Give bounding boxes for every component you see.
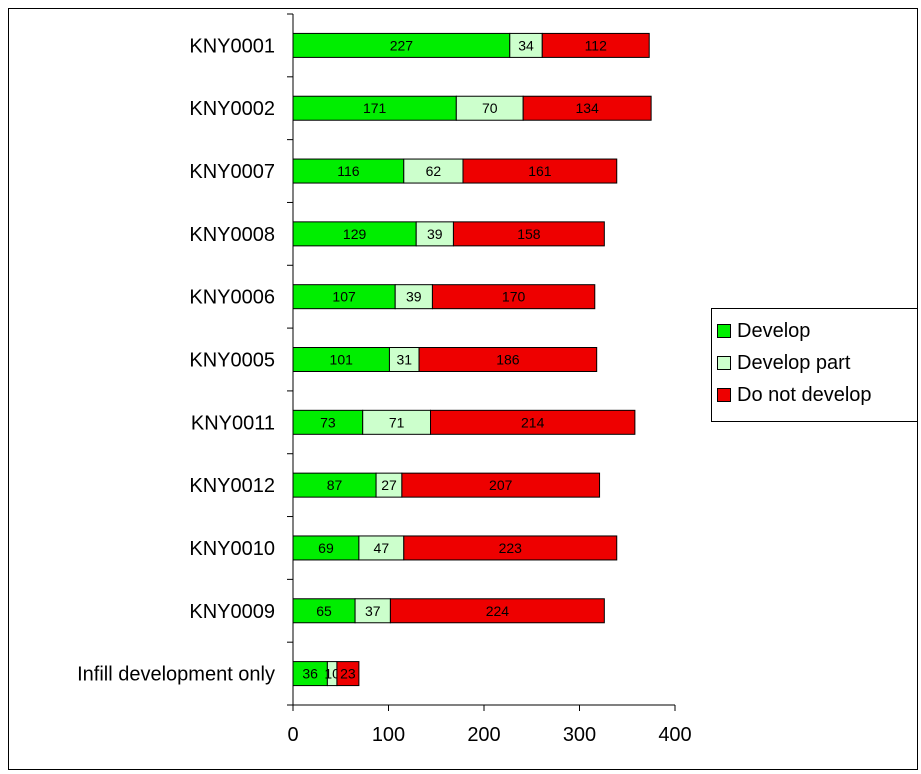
legend-item-develop-part: Develop part bbox=[712, 347, 917, 379]
bar-segment bbox=[292, 409, 364, 435]
bar-segment bbox=[358, 535, 405, 561]
bar-value-label: 47 bbox=[374, 540, 390, 556]
bar-value-label: 34 bbox=[518, 37, 534, 53]
legend-label-develop-part: Develop part bbox=[737, 351, 851, 374]
legend-label-develop: Develop bbox=[737, 319, 811, 342]
bar-segment bbox=[541, 32, 650, 58]
bar-value-label: 170 bbox=[502, 289, 526, 305]
bar-value-label: 101 bbox=[330, 352, 354, 368]
bar-segment bbox=[354, 598, 391, 624]
category-label: KNY0006 bbox=[189, 287, 275, 309]
category-label: KNY0009 bbox=[189, 601, 275, 623]
bar-segment bbox=[336, 661, 360, 687]
category-label: KNY0011 bbox=[191, 412, 275, 434]
bar-segment bbox=[522, 95, 652, 121]
category-label: KNY0012 bbox=[189, 475, 275, 497]
x-tick-label: 300 bbox=[563, 724, 596, 746]
legend-swatch-do-not-develop bbox=[717, 388, 731, 402]
bar-value-label: 39 bbox=[406, 289, 422, 305]
category-label: KNY0010 bbox=[189, 538, 275, 560]
bar-segment bbox=[452, 221, 605, 247]
bar-value-label: 73 bbox=[320, 414, 336, 430]
bar-value-label: 134 bbox=[575, 100, 599, 116]
bar-value-label: 112 bbox=[585, 37, 608, 53]
bar-value-label: 27 bbox=[381, 477, 397, 493]
category-label: KNY0005 bbox=[189, 350, 275, 372]
bar-segment bbox=[388, 347, 420, 372]
bar-segment bbox=[292, 535, 360, 561]
x-tick-label: 0 bbox=[287, 724, 298, 746]
bar-value-label: 227 bbox=[390, 37, 414, 53]
bar-segment bbox=[292, 284, 396, 310]
legend-item-do-not-develop: Do not develop bbox=[712, 379, 917, 411]
bar-value-label: 23 bbox=[340, 666, 356, 682]
chart-legend: Develop Develop part Do not develop bbox=[711, 308, 918, 422]
bar-segment bbox=[462, 158, 618, 184]
bar-value-label: 214 bbox=[521, 414, 545, 430]
x-tick-label: 100 bbox=[372, 724, 405, 746]
bar-value-label: 10 bbox=[324, 666, 340, 682]
category-label: Infill development only bbox=[77, 664, 275, 686]
bar-segment bbox=[403, 535, 618, 561]
bar-segment bbox=[292, 221, 417, 247]
bar-value-label: 223 bbox=[499, 540, 523, 556]
x-tick-label: 400 bbox=[658, 724, 691, 746]
legend-item-develop: Develop bbox=[712, 315, 917, 347]
bar-value-label: 39 bbox=[427, 226, 443, 242]
bar-value-label: 70 bbox=[482, 100, 498, 116]
category-label: KNY0008 bbox=[189, 224, 275, 246]
bar-value-label: 87 bbox=[327, 477, 343, 493]
bar-value-label: 186 bbox=[496, 352, 520, 368]
bar-segment bbox=[292, 95, 457, 121]
bar-value-label: 158 bbox=[517, 226, 541, 242]
bar-segment bbox=[389, 598, 605, 624]
category-label: KNY0002 bbox=[189, 98, 275, 120]
bar-value-label: 69 bbox=[318, 540, 334, 556]
legend-swatch-develop-part bbox=[717, 356, 731, 370]
bar-value-label: 37 bbox=[365, 603, 381, 619]
bar-segment bbox=[362, 409, 432, 435]
bar-segment bbox=[292, 661, 328, 687]
bar-value-label: 129 bbox=[343, 226, 367, 242]
bar-segment bbox=[403, 158, 464, 184]
bar-segment bbox=[431, 284, 596, 310]
bar-value-label: 65 bbox=[316, 603, 332, 619]
bar-value-label: 62 bbox=[426, 163, 442, 179]
category-label: KNY0001 bbox=[189, 35, 275, 57]
bar-value-label: 36 bbox=[302, 666, 318, 682]
bar-value-label: 107 bbox=[332, 289, 356, 305]
legend-swatch-develop bbox=[717, 324, 731, 338]
bar-value-label: 224 bbox=[486, 603, 510, 619]
bar-segment bbox=[292, 158, 405, 184]
bar-value-label: 31 bbox=[396, 352, 412, 368]
bar-value-label: 71 bbox=[389, 414, 405, 430]
bar-value-label: 207 bbox=[489, 477, 513, 493]
bar-segment bbox=[509, 32, 543, 58]
bar-value-label: 161 bbox=[528, 163, 552, 179]
bar-segment bbox=[375, 472, 403, 498]
category-label: KNY0007 bbox=[189, 161, 275, 183]
bar-segment bbox=[292, 598, 356, 624]
bar-value-label: 171 bbox=[363, 100, 387, 116]
bar-segment bbox=[394, 284, 433, 310]
bar-segment bbox=[292, 32, 511, 58]
x-tick-label: 200 bbox=[467, 724, 500, 746]
bar-value-label: 116 bbox=[337, 163, 360, 179]
bar-segment bbox=[418, 347, 598, 372]
bar-segment bbox=[401, 472, 601, 498]
bar-segment bbox=[430, 409, 636, 435]
legend-label-do-not-develop: Do not develop bbox=[737, 383, 872, 406]
